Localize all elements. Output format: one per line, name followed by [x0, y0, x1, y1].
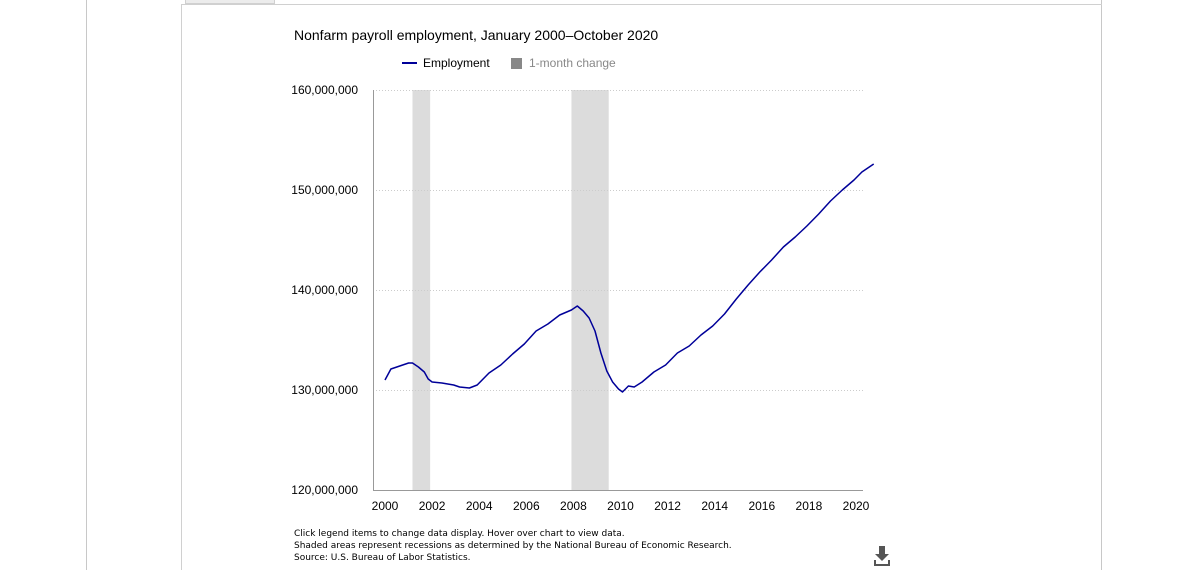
data-point [665, 364, 666, 365]
data-point [873, 163, 874, 164]
data-point [594, 330, 595, 331]
data-point [747, 284, 748, 285]
footnote-line-2: Shaded areas represent recessions as det… [294, 541, 732, 551]
y-tick-label: 140,000,000 [291, 283, 358, 297]
data-point [783, 246, 784, 247]
data-point [571, 309, 572, 310]
data-point [600, 352, 601, 353]
data-point [653, 371, 654, 372]
chart-title: Nonfarm payroll employment, January 2000… [294, 27, 659, 43]
data-point [500, 364, 501, 365]
data-point [559, 314, 560, 315]
data-point [577, 305, 578, 306]
data-point [634, 386, 635, 387]
data-point [547, 323, 548, 324]
download-icon [874, 546, 890, 566]
y-tick-label: 160,000,000 [291, 83, 358, 97]
data-point [477, 384, 478, 385]
data-point [606, 370, 607, 371]
data-point [759, 271, 760, 272]
footnote-line-1: Click legend items to change data displa… [294, 529, 625, 539]
data-point [853, 179, 854, 180]
data-point [700, 334, 701, 335]
legend-item-1-month-change[interactable]: 1-month change [511, 56, 616, 70]
data-point [536, 330, 537, 331]
data-point [469, 387, 470, 388]
data-point [512, 353, 513, 354]
data-point [806, 225, 807, 226]
data-point [622, 391, 623, 392]
data-point [441, 382, 442, 383]
data-point [689, 345, 690, 346]
data-point [724, 313, 725, 314]
data-point [412, 362, 413, 363]
x-tick-label: 2012 [654, 499, 681, 513]
chart-footnotes: Click legend items to change data displa… [294, 528, 732, 564]
page-frame-right [1101, 0, 1102, 570]
x-tick-label: 2004 [466, 499, 493, 513]
legend-line-swatch [402, 62, 417, 64]
y-tick-label: 150,000,000 [291, 183, 358, 197]
x-tick-label: 2000 [372, 499, 399, 513]
data-point [818, 213, 819, 214]
page-frame-left [86, 0, 87, 570]
data-point [830, 200, 831, 201]
data-point [589, 317, 590, 318]
x-tick-label: 2008 [560, 499, 587, 513]
data-point [402, 364, 403, 365]
legend-item-employment[interactable]: Employment [402, 56, 490, 70]
data-point [390, 368, 391, 369]
data-point [408, 362, 409, 363]
data-point [583, 310, 584, 311]
data-point [396, 366, 397, 367]
data-point [418, 366, 419, 367]
data-point [488, 372, 489, 373]
data-point [795, 236, 796, 237]
tab-stub[interactable] [185, 0, 275, 4]
data-point [424, 371, 425, 372]
x-tick-label: 2016 [748, 499, 775, 513]
chart-panel [181, 4, 1102, 570]
data-point [861, 171, 862, 172]
data-point [618, 388, 619, 389]
data-point [771, 259, 772, 260]
x-tick-label: 2018 [796, 499, 823, 513]
legend-bar-swatch [511, 57, 522, 69]
x-tick-label: 2002 [419, 499, 446, 513]
data-point [453, 384, 454, 385]
data-point [428, 378, 429, 379]
series-line-employment [384, 163, 875, 393]
x-tick-label: 2020 [843, 499, 870, 513]
footnote-line-3: Source: U.S. Bureau of Labor Statistics. [294, 553, 471, 563]
x-tick-label: 2014 [701, 499, 728, 513]
legend-label-1-month-change: 1-month change [529, 56, 616, 70]
download-button[interactable] [872, 544, 892, 568]
data-point [712, 325, 713, 326]
data-point [677, 352, 678, 353]
y-tick-label: 130,000,000 [291, 383, 358, 397]
data-point [628, 385, 629, 386]
data-point [459, 386, 460, 387]
data-point [641, 381, 642, 382]
data-point [842, 189, 843, 190]
data-point [524, 343, 525, 344]
x-tick-label: 2006 [513, 499, 540, 513]
legend-label-employment: Employment [423, 56, 490, 70]
data-point [432, 381, 433, 382]
y-tick-label: 120,000,000 [291, 483, 358, 497]
data-point [384, 379, 385, 380]
data-point [736, 298, 737, 299]
x-tick-label: 2010 [607, 499, 634, 513]
data-point [612, 381, 613, 382]
